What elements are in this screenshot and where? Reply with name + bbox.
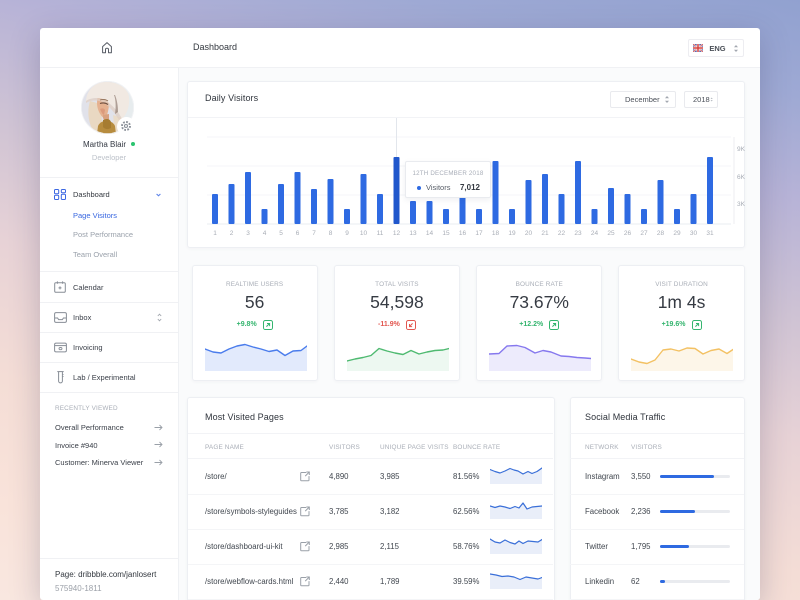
svg-text:3K: 3K [737,201,745,208]
svg-text:3: 3 [246,230,250,237]
svg-text:29: 29 [673,230,681,237]
svg-text:10: 10 [360,230,368,237]
svg-text:20: 20 [525,230,533,237]
svg-text:11: 11 [377,230,384,237]
svg-text:14: 14 [426,230,434,237]
svg-text:7: 7 [312,230,316,237]
svg-text:2: 2 [230,230,234,237]
svg-text:4: 4 [263,230,267,237]
svg-text:18: 18 [492,230,500,237]
svg-text:8: 8 [329,230,333,237]
svg-text:21: 21 [541,230,549,237]
svg-text:5: 5 [279,230,283,237]
svg-text:25: 25 [607,230,615,237]
svg-text:24: 24 [591,230,599,237]
svg-text:6K: 6K [737,174,745,181]
svg-text:17: 17 [475,230,483,237]
svg-text:23: 23 [574,230,582,237]
svg-text:9: 9 [345,230,349,237]
svg-text:22: 22 [558,230,566,237]
svg-text:16: 16 [459,230,467,237]
svg-text:9K: 9K [737,146,745,153]
svg-text:27: 27 [640,230,648,237]
svg-text:28: 28 [657,230,665,237]
svg-text:13: 13 [409,230,417,237]
svg-text:15: 15 [442,230,450,237]
svg-text:31: 31 [706,230,714,237]
svg-text:1: 1 [213,230,217,237]
svg-text:26: 26 [624,230,632,237]
svg-text:12: 12 [393,230,401,237]
svg-text:19: 19 [508,230,516,237]
svg-text:6: 6 [296,230,300,237]
svg-text:30: 30 [690,230,698,237]
